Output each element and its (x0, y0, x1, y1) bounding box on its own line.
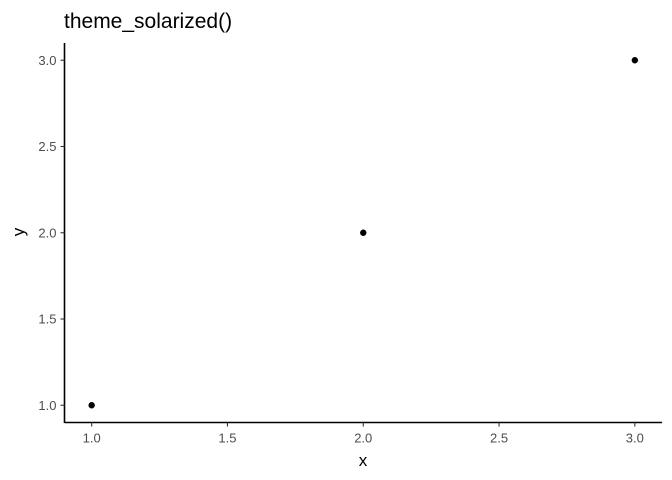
x-axis-label: x (359, 451, 368, 470)
y-tick-label: 2.0 (38, 225, 56, 240)
x-tick-label: 2.0 (354, 431, 372, 446)
y-axis-label: y (9, 227, 28, 236)
y-ticks: 1.0 1.5 2.0 2.5 3.0 (38, 53, 65, 413)
y-tick-label: 1.5 (38, 312, 56, 327)
x-tick-label: 1.5 (218, 431, 236, 446)
x-tick-label: 3.0 (626, 431, 644, 446)
data-point (88, 402, 95, 409)
x-ticks: 1.0 1.5 2.0 2.5 3.0 (83, 422, 644, 446)
data-point (360, 229, 367, 236)
y-tick-label: 3.0 (38, 53, 56, 68)
data-points (88, 57, 639, 409)
data-point (631, 57, 639, 64)
x-tick-label: 2.5 (490, 431, 508, 446)
y-tick-label: 1.0 (38, 398, 56, 413)
plot-area: 1.0 1.5 2.0 2.5 3.0 1.0 1.5 2.0 2.5 3.0 (38, 43, 662, 446)
chart-title: theme_solarized() (64, 10, 232, 33)
x-tick-label: 1.0 (83, 431, 101, 446)
y-tick-label: 2.5 (38, 139, 56, 154)
